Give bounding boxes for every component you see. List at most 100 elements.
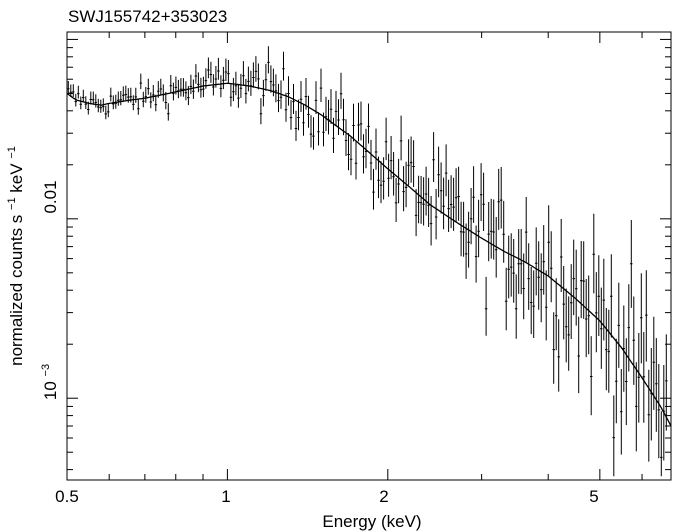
data-point	[294, 110, 298, 141]
data-point	[429, 196, 433, 246]
data-point	[565, 288, 568, 363]
data-point	[342, 98, 345, 136]
data-point	[144, 87, 148, 103]
data-point	[117, 91, 120, 106]
data-point	[364, 128, 368, 169]
data-point	[597, 255, 600, 336]
data-point	[79, 96, 82, 110]
data-point	[552, 312, 555, 384]
data-point	[615, 338, 618, 424]
data-point	[149, 92, 153, 109]
data-point	[434, 189, 438, 240]
data-point	[437, 146, 440, 198]
data-point	[354, 141, 358, 180]
data-point	[177, 79, 180, 99]
data-point	[267, 46, 270, 74]
data-point	[464, 223, 468, 279]
data-point	[600, 287, 603, 369]
data-point	[92, 91, 95, 105]
data-point	[242, 61, 245, 86]
data-point	[319, 68, 323, 102]
data-point	[229, 83, 233, 107]
data-point	[489, 198, 493, 259]
data-point	[537, 241, 540, 310]
data-point	[312, 117, 315, 150]
data-point	[585, 279, 588, 358]
data-point	[459, 201, 463, 257]
data-point	[219, 75, 223, 98]
data-point	[452, 177, 455, 231]
data-point	[412, 140, 415, 187]
data-point	[572, 239, 575, 316]
data-point	[217, 57, 220, 80]
data-point	[439, 162, 443, 214]
data-point	[540, 253, 543, 323]
data-point	[172, 82, 175, 101]
data-point	[302, 104, 305, 136]
data-point	[577, 316, 580, 394]
data-point	[557, 319, 560, 392]
data-point	[244, 78, 248, 104]
data-point	[339, 72, 343, 109]
data-point	[377, 156, 380, 199]
data-point	[399, 115, 403, 161]
data-point	[147, 78, 150, 95]
data-point	[527, 243, 530, 310]
data-point	[152, 85, 155, 102]
data-point	[194, 64, 198, 84]
data-point	[232, 77, 235, 102]
data-point	[372, 168, 375, 210]
data-point	[645, 270, 648, 362]
data-point	[449, 175, 453, 229]
data-point	[367, 103, 370, 144]
data-point	[257, 63, 260, 90]
data-point	[502, 200, 505, 263]
data-point	[482, 172, 485, 231]
data-point	[169, 75, 173, 93]
data-point	[462, 201, 465, 257]
data-point	[419, 176, 423, 224]
data-point	[417, 175, 420, 224]
data-point	[307, 95, 310, 128]
data-point	[264, 63, 268, 91]
data-point	[252, 62, 255, 88]
data-point	[94, 94, 97, 108]
data-point	[287, 76, 290, 106]
data-point	[89, 91, 92, 105]
x-tick-label-5: 5	[589, 487, 598, 506]
y-label-main: normalized counts s	[7, 215, 26, 366]
data-point	[424, 166, 428, 216]
tick-marks	[66, 32, 671, 480]
data-point	[575, 249, 578, 326]
data-point	[314, 81, 318, 114]
data-point	[592, 213, 595, 294]
data-point	[517, 229, 520, 294]
data-point	[607, 309, 610, 393]
data-points	[67, 46, 668, 477]
data-point	[284, 92, 288, 122]
data-point	[534, 227, 538, 296]
data-point	[524, 197, 528, 264]
data-point	[642, 332, 646, 423]
data-point	[635, 362, 638, 452]
x-axis-label: Energy (keV)	[322, 512, 421, 531]
data-point	[154, 94, 158, 112]
data-point	[384, 117, 388, 161]
data-point	[409, 136, 413, 183]
data-point	[587, 275, 590, 355]
data-point	[299, 81, 303, 112]
data-point	[309, 115, 313, 148]
data-point	[504, 267, 508, 331]
data-point	[297, 99, 300, 131]
data-point	[545, 270, 548, 341]
data-point	[507, 235, 510, 299]
data-point	[640, 273, 643, 364]
data-point	[259, 98, 263, 125]
data-point	[512, 239, 515, 303]
data-point	[555, 278, 558, 351]
data-point	[99, 99, 102, 113]
data-point	[595, 272, 598, 353]
data-point	[492, 199, 495, 260]
data-point	[532, 270, 535, 338]
data-point	[82, 89, 85, 103]
